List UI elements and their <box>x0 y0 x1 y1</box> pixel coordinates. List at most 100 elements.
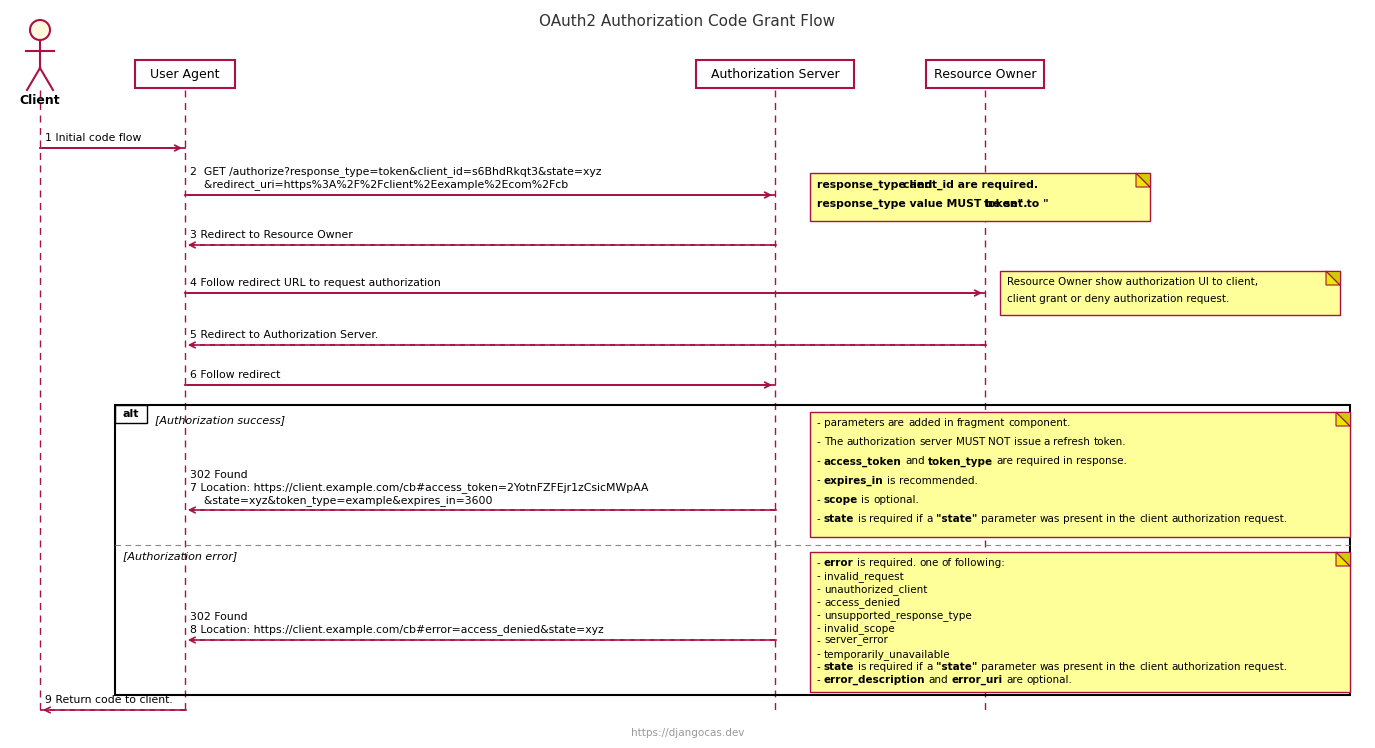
Text: is: is <box>858 514 866 524</box>
Text: Client: Client <box>19 94 60 107</box>
Text: optional.: optional. <box>1026 675 1072 685</box>
Text: Resource Owner show authorization UI to client,: Resource Owner show authorization UI to … <box>1006 277 1258 287</box>
Text: in: in <box>1106 514 1115 524</box>
Text: state: state <box>824 514 854 524</box>
Circle shape <box>30 20 50 40</box>
Text: fragment: fragment <box>957 418 1005 428</box>
Text: if: if <box>917 514 923 524</box>
Text: parameters: parameters <box>824 418 884 428</box>
Text: was: was <box>1040 662 1060 672</box>
Text: is: is <box>858 662 866 672</box>
FancyBboxPatch shape <box>925 60 1044 88</box>
FancyBboxPatch shape <box>810 412 1350 537</box>
Text: -: - <box>817 675 821 685</box>
Text: -: - <box>817 584 821 594</box>
Polygon shape <box>1336 412 1350 426</box>
Text: client_id are required.: client_id are required. <box>903 180 1038 190</box>
Text: token".: token". <box>983 199 1028 209</box>
Text: 8 Location: https://client.example.com/cb#error=access_denied&state=xyz: 8 Location: https://client.example.com/c… <box>190 624 604 635</box>
Text: MUST: MUST <box>956 437 984 447</box>
Text: -: - <box>817 514 821 524</box>
Text: -: - <box>817 571 821 581</box>
FancyBboxPatch shape <box>1000 271 1341 315</box>
Text: error_uri: error_uri <box>951 675 1002 685</box>
Text: -: - <box>817 649 821 659</box>
Text: 4 Follow redirect URL to request authorization: 4 Follow redirect URL to request authori… <box>190 278 441 288</box>
Text: token.: token. <box>1093 437 1126 447</box>
Text: [Authorization success]: [Authorization success] <box>155 415 285 425</box>
Text: 5 Redirect to Authorization Server.: 5 Redirect to Authorization Server. <box>190 330 378 340</box>
Text: is: is <box>887 476 895 485</box>
Text: User Agent: User Agent <box>150 67 220 81</box>
Text: authorization: authorization <box>847 437 916 447</box>
Text: &state=xyz&token_type=example&expires_in=3600: &state=xyz&token_type=example&expires_in… <box>190 495 492 506</box>
Text: one: one <box>920 558 939 568</box>
Text: in: in <box>943 418 953 428</box>
Text: access_token: access_token <box>824 456 902 467</box>
Text: component.: component. <box>1008 418 1071 428</box>
Text: 6 Follow redirect: 6 Follow redirect <box>190 370 280 380</box>
Text: 302 Found: 302 Found <box>190 470 248 480</box>
Text: are: are <box>997 456 1013 466</box>
Text: and: and <box>928 675 949 685</box>
Text: 3 Redirect to Resource Owner: 3 Redirect to Resource Owner <box>190 230 353 240</box>
FancyBboxPatch shape <box>135 60 235 88</box>
Text: authorization: authorization <box>1172 662 1240 672</box>
Text: 9 Return code to client.: 9 Return code to client. <box>45 695 173 705</box>
Text: response_type value MUST be set to ": response_type value MUST be set to " <box>817 199 1049 209</box>
Polygon shape <box>1136 173 1150 187</box>
Text: -: - <box>817 418 821 428</box>
Text: is: is <box>857 558 865 568</box>
Text: expires_in: expires_in <box>824 476 884 485</box>
Text: server_error: server_error <box>824 636 888 646</box>
Text: client: client <box>1138 514 1167 524</box>
Text: client grant or deny authorization request.: client grant or deny authorization reque… <box>1006 294 1229 304</box>
Text: -: - <box>817 662 821 672</box>
Text: a: a <box>1044 437 1050 447</box>
Text: required: required <box>869 514 913 524</box>
Text: a: a <box>927 514 932 524</box>
Text: and: and <box>905 456 924 466</box>
Text: -: - <box>817 456 821 466</box>
Text: -: - <box>817 494 821 505</box>
Text: "state": "state" <box>936 662 978 672</box>
Text: parameter: parameter <box>980 514 1035 524</box>
Text: -: - <box>817 437 821 447</box>
Text: present: present <box>1063 514 1103 524</box>
Text: are: are <box>1006 675 1023 685</box>
Text: https://djangocas.dev: https://djangocas.dev <box>631 728 744 738</box>
Text: response.: response. <box>1077 456 1128 466</box>
Text: in: in <box>1106 662 1115 672</box>
Text: -: - <box>817 476 821 485</box>
Text: Resource Owner: Resource Owner <box>934 67 1037 81</box>
Text: unsupported_response_type: unsupported_response_type <box>824 610 972 621</box>
Text: error_description: error_description <box>824 675 925 685</box>
Text: -: - <box>817 558 821 568</box>
Text: in: in <box>1063 456 1072 466</box>
Text: NOT: NOT <box>989 437 1011 447</box>
Text: required: required <box>869 662 913 672</box>
Polygon shape <box>1336 412 1350 426</box>
Text: if: if <box>917 662 923 672</box>
Text: -: - <box>817 623 821 633</box>
Text: temporarily_unavailable: temporarily_unavailable <box>824 649 950 660</box>
Text: The: The <box>824 437 843 447</box>
Text: recommended.: recommended. <box>899 476 978 485</box>
Text: request.: request. <box>1244 662 1287 672</box>
Text: [Authorization error]: [Authorization error] <box>122 551 238 561</box>
Text: refresh: refresh <box>1053 437 1090 447</box>
Polygon shape <box>1136 173 1150 187</box>
Text: added: added <box>908 418 940 428</box>
Text: is: is <box>862 494 870 505</box>
Polygon shape <box>1326 271 1341 285</box>
Text: invalid_request: invalid_request <box>824 571 903 582</box>
Text: the: the <box>1119 514 1136 524</box>
Polygon shape <box>1336 552 1350 566</box>
Text: Authorization Server: Authorization Server <box>711 67 839 81</box>
Text: required.: required. <box>869 558 916 568</box>
Text: error: error <box>824 558 854 568</box>
FancyBboxPatch shape <box>810 173 1150 221</box>
Text: 1 Initial code flow: 1 Initial code flow <box>45 133 142 143</box>
Text: server: server <box>920 437 953 447</box>
Text: following:: following: <box>956 558 1006 568</box>
